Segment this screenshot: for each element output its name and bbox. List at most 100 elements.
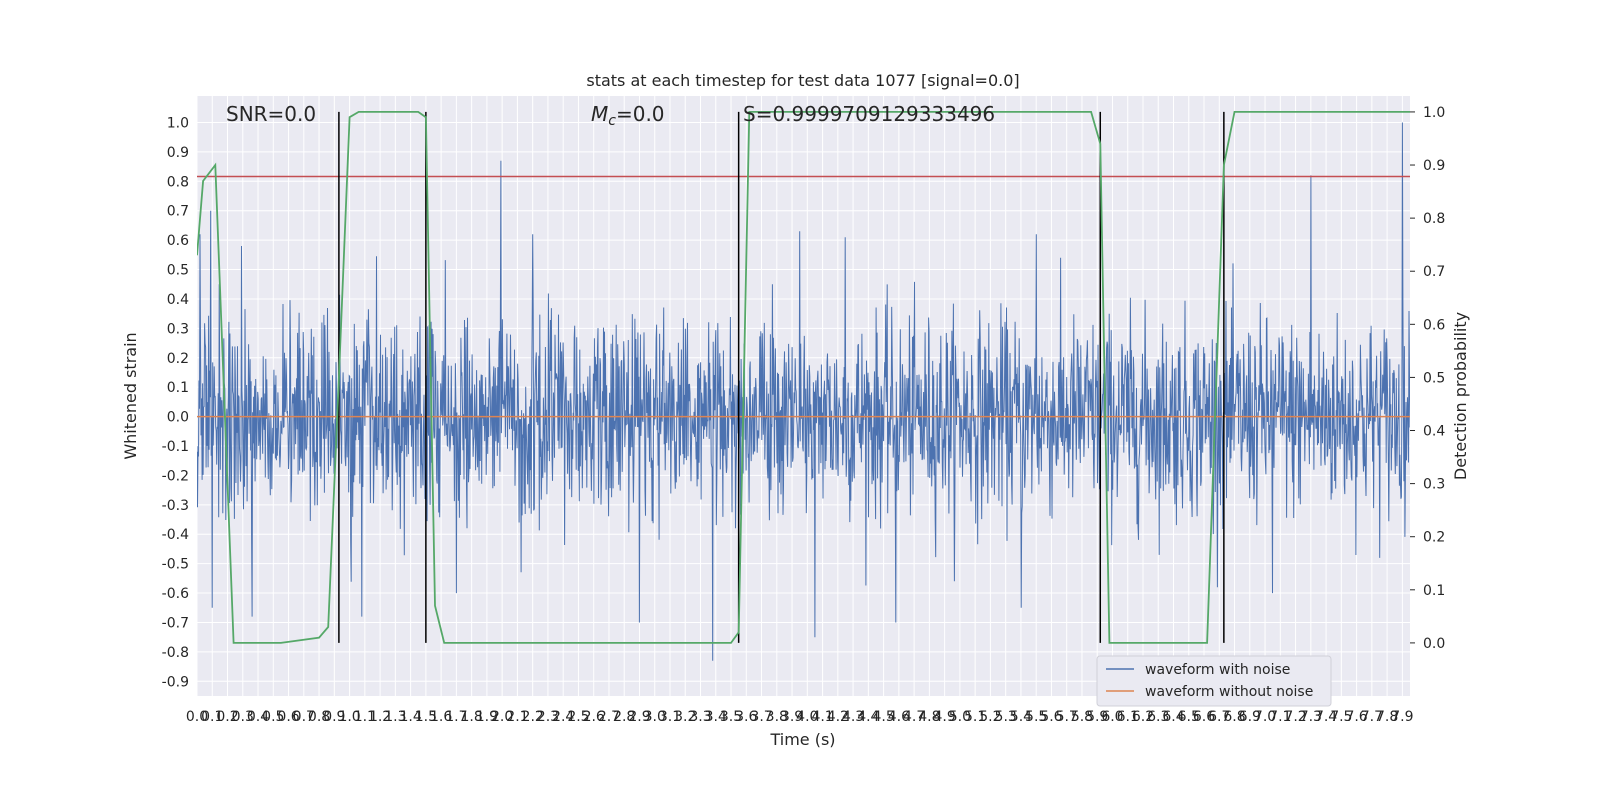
annotation-chirp-mass-subscript: c — [608, 113, 616, 129]
x-tick-label-38: 3.8 — [766, 709, 788, 725]
x-tick-label-31: 3.1 — [659, 709, 681, 725]
x-tick-label-14: 1.4 — [399, 709, 421, 725]
x-tick-label-40: 4.0 — [796, 709, 818, 725]
x-tick-label-73: 7.3 — [1300, 709, 1322, 725]
y-tick-label-5: -0.4 — [162, 527, 189, 543]
x-tick-label-49: 4.9 — [934, 709, 956, 725]
x-tick-label-52: 5.2 — [979, 709, 1001, 725]
line-layer — [197, 111, 1410, 644]
x-tick-label-70: 7.0 — [1254, 709, 1276, 725]
chart-title: stats at each timestep for test data 107… — [586, 71, 1019, 90]
x-tick-label-74: 7.4 — [1315, 709, 1337, 725]
x-tick-label-64: 6.4 — [1162, 709, 1184, 725]
y-right-tick-label-8: 0.8 — [1423, 211, 1445, 227]
y-right-tick-label-4: 0.4 — [1423, 424, 1445, 440]
y-right-tick-label-5: 0.5 — [1423, 370, 1445, 386]
y-right-tick-label-0: 0.0 — [1423, 636, 1445, 652]
x-tick-label-34: 3.4 — [705, 709, 727, 725]
y-tick-label-1: -0.8 — [162, 645, 189, 661]
y-right-tick-label-6: 0.6 — [1423, 317, 1445, 333]
x-axis-label: Time (s) — [769, 730, 835, 749]
x-tick-label-10: 1.0 — [338, 709, 360, 725]
legend: waveform with noise waveform without noi… — [1096, 655, 1332, 707]
x-tick-label-39: 3.9 — [781, 709, 803, 725]
y-tick-label-3: -0.6 — [162, 586, 189, 602]
x-tick-label-72: 7.2 — [1284, 709, 1306, 725]
x-tick-label-54: 5.4 — [1010, 709, 1032, 725]
x-tick-label-48: 4.8 — [918, 709, 940, 725]
y-tick-label-15: 0.6 — [167, 233, 189, 249]
x-tick-label-55: 5.5 — [1025, 709, 1047, 725]
x-tick-label-71: 7.1 — [1269, 709, 1291, 725]
x-tick-label-61: 6.1 — [1117, 709, 1139, 725]
x-tick-label-69: 6.9 — [1239, 709, 1261, 725]
y-tick-label-8: -0.1 — [162, 439, 189, 455]
x-tick-label-75: 7.5 — [1330, 709, 1352, 725]
annotation-chirp-mass-symbol: M — [591, 102, 608, 126]
x-tick-label-32: 3.2 — [674, 709, 696, 725]
y-tick-label-18: 0.9 — [167, 145, 189, 161]
x-tick-label-17: 1.7 — [445, 709, 467, 725]
x-tick-label-58: 5.8 — [1071, 709, 1093, 725]
y-right-tick-label-3: 0.3 — [1423, 477, 1445, 493]
x-tick-label-66: 6.6 — [1193, 709, 1215, 725]
x-tick-label-5: 0.5 — [262, 709, 284, 725]
x-tick-label-56: 5.6 — [1040, 709, 1062, 725]
y-tick-label-14: 0.5 — [167, 263, 189, 279]
x-tick-label-68: 6.8 — [1223, 709, 1245, 725]
x-tick-label-44: 4.4 — [857, 709, 879, 725]
x-tick-label-60: 6.0 — [1101, 709, 1123, 725]
x-tick-label-22: 2.2 — [522, 709, 544, 725]
y-tick-label-12: 0.3 — [167, 321, 189, 337]
y-tick-label-19: 1.0 — [167, 115, 189, 131]
x-tick-label-45: 4.5 — [872, 709, 894, 725]
x-tick-label-16: 1.6 — [430, 709, 452, 725]
x-tick-label-50: 5.0 — [949, 709, 971, 725]
y-tick-label-13: 0.4 — [167, 292, 189, 308]
x-tick-label-6: 0.6 — [277, 709, 299, 725]
x-tick-label-2: 0.2 — [216, 709, 238, 725]
y-right-tick-label-10: 1.0 — [1423, 105, 1445, 121]
annotation-chirp-mass: Mc=0.0 — [591, 102, 665, 129]
x-tick-label-76: 7.6 — [1345, 709, 1367, 725]
y-tick-label-2: -0.7 — [162, 615, 189, 631]
x-tick-label-29: 2.9 — [628, 709, 650, 725]
x-tick-label-23: 2.3 — [537, 709, 559, 725]
x-tick-label-13: 1.3 — [384, 709, 406, 725]
x-tick-label-11: 1.1 — [354, 709, 376, 725]
x-tick-label-37: 3.7 — [750, 709, 772, 725]
x-tick-label-9: 0.9 — [323, 709, 345, 725]
x-tick-label-0: 0.0 — [186, 709, 208, 725]
y-tick-label-9: 0.0 — [167, 410, 189, 426]
x-tick-label-35: 3.5 — [720, 709, 742, 725]
annotation-snr: SNR=0.0 — [226, 102, 316, 126]
x-tick-label-59: 5.9 — [1086, 709, 1108, 725]
x-tick-label-47: 4.7 — [903, 709, 925, 725]
y-right-tick-label-1: 0.1 — [1423, 583, 1445, 599]
x-tick-label-18: 1.8 — [461, 709, 483, 725]
y-right-tick-label-2: 0.2 — [1423, 530, 1445, 546]
waveform-with-noise-series — [197, 122, 1410, 661]
x-tick-label-4: 0.4 — [247, 709, 269, 725]
x-tick-label-41: 4.1 — [811, 709, 833, 725]
legend-label-noise: waveform with noise — [1145, 662, 1290, 678]
x-tick-label-78: 7.8 — [1376, 709, 1398, 725]
x-tick-label-20: 2.0 — [491, 709, 513, 725]
x-tick-label-24: 2.4 — [552, 709, 574, 725]
x-tick-label-15: 1.5 — [415, 709, 437, 725]
detection-probability-line — [197, 111, 1410, 644]
y-tick-label-0: -0.9 — [162, 674, 189, 690]
annotation-score: S=0.9999709129333496 — [743, 102, 995, 126]
x-tick-label-26: 2.6 — [583, 709, 605, 725]
y-axis-label: Whitened strain — [121, 332, 140, 459]
x-tick-label-7: 0.7 — [293, 709, 315, 725]
tick-labels: 0.00.10.20.30.40.50.60.70.80.91.01.11.21… — [162, 105, 1446, 725]
x-tick-label-3: 0.3 — [232, 709, 254, 725]
y-tick-label-17: 0.8 — [167, 174, 189, 190]
x-tick-label-30: 3.0 — [644, 709, 666, 725]
x-tick-label-1: 0.1 — [201, 709, 223, 725]
x-tick-label-36: 3.6 — [735, 709, 757, 725]
x-tick-label-79: 7.9 — [1391, 709, 1413, 725]
x-tick-label-21: 2.1 — [506, 709, 528, 725]
